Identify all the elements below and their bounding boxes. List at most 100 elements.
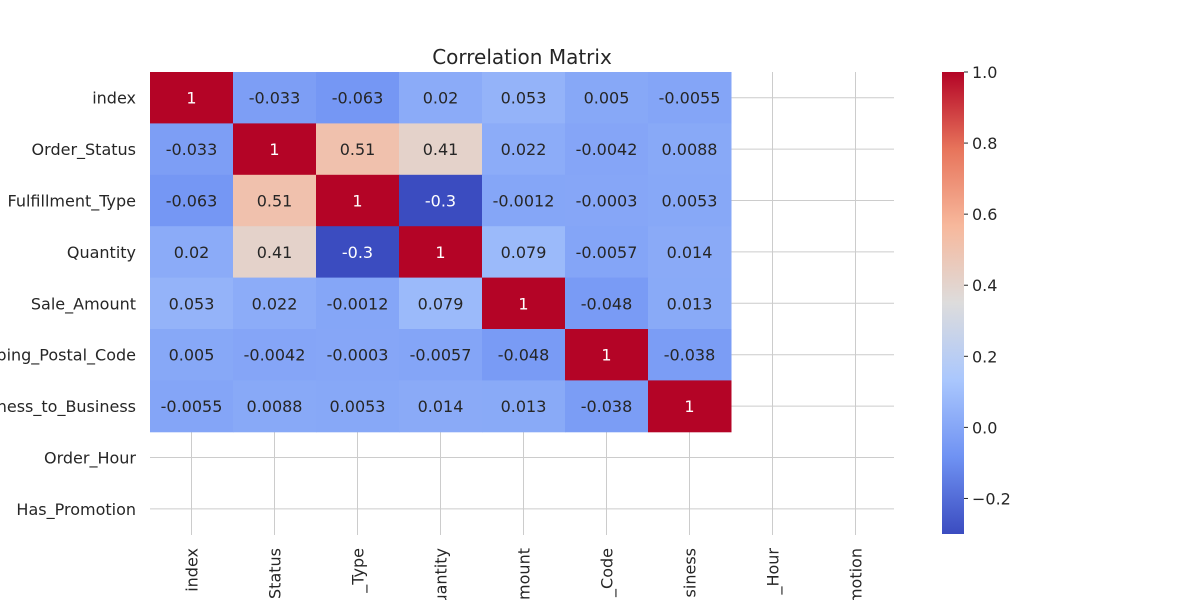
column-label: _Hour: [764, 548, 784, 596]
heatmap-cells: [150, 72, 732, 433]
heatmap-cell: [565, 72, 649, 124]
cell-annotation: -0.3: [425, 192, 456, 211]
row-label: Has_Promotion: [16, 500, 136, 520]
heatmap-cell: [399, 329, 483, 381]
cell-annotation: 0.41: [257, 243, 293, 262]
cell-annotation: 0.014: [667, 243, 713, 262]
heatmap-cell: [233, 72, 317, 124]
row-label: ping_Postal_Code: [0, 346, 136, 366]
cell-annotation: -0.0057: [410, 346, 472, 365]
column-label: uantity: [432, 548, 451, 600]
cell-annotation: -0.0042: [576, 140, 638, 159]
cell-annotation: -0.3: [342, 243, 373, 262]
cell-annotation: 0.02: [174, 243, 210, 262]
heatmap-cell: [150, 174, 234, 227]
cell-annotation: -0.063: [166, 192, 218, 211]
heatmap-cell: [316, 380, 400, 433]
colorbar-gradient: [942, 72, 964, 534]
cell-annotation: 0.053: [501, 89, 547, 108]
cell-annotation: 0.0053: [662, 192, 718, 211]
chart-title: Correlation Matrix: [432, 45, 612, 69]
colorbar-tick-label: 0.2: [972, 347, 997, 366]
heatmap-cell: [648, 329, 732, 381]
row-label: ness_to_Business: [0, 397, 136, 417]
cell-annotation: -0.0012: [327, 294, 389, 313]
column-label: motion: [847, 548, 866, 600]
row-label: index: [92, 89, 136, 108]
cell-annotation: 0.079: [418, 294, 464, 313]
cell-annotation: -0.033: [249, 89, 301, 108]
column-label: siness: [681, 548, 700, 597]
cell-annotation: 0.022: [501, 140, 547, 159]
cell-annotation: 0.005: [169, 346, 215, 365]
heatmap-cell: [399, 123, 483, 176]
heatmap-cell: [150, 226, 234, 279]
cell-annotation: 1: [684, 397, 694, 416]
row-label: Sale_Amount: [31, 294, 136, 314]
cell-annotation: 0.41: [423, 140, 459, 159]
heatmap-cell: [565, 277, 649, 330]
colorbar-tick-label: −0.2: [972, 489, 1011, 508]
column-label: _Type: [349, 548, 369, 594]
heatmap-cell: [150, 123, 234, 176]
row-label: Order_Hour: [44, 449, 136, 469]
cell-annotation: -0.0012: [493, 192, 555, 211]
heatmap-cell: [316, 174, 400, 227]
heatmap-cell: [565, 329, 649, 381]
heatmap-cell: [565, 380, 649, 433]
cell-annotation: 0.51: [257, 192, 293, 211]
cell-annotation: -0.038: [664, 346, 716, 365]
cell-annotation: 0.013: [667, 294, 713, 313]
cell-annotation: -0.0057: [576, 243, 638, 262]
column-label: Status: [266, 548, 285, 599]
heatmap-cell: [233, 226, 317, 279]
heatmap-cell: [648, 380, 732, 433]
heatmap-cell: [565, 174, 649, 227]
cell-annotation: 0.51: [340, 140, 376, 159]
colorbar-tick-label: 0.6: [972, 205, 997, 224]
heatmap-cell: [150, 277, 234, 330]
heatmap-cell: [233, 380, 317, 433]
cell-annotation: -0.0055: [161, 397, 223, 416]
cell-annotation: -0.0003: [327, 346, 389, 365]
heatmap-cell: [233, 174, 317, 227]
colorbar-tick-label: 0.8: [972, 134, 997, 153]
row-label: Order_Status: [32, 140, 136, 160]
row-labels: index Order_Status Fulfillment_Type Quantit…: [0, 89, 136, 520]
heatmap-cell: [648, 72, 732, 124]
heatmap-cell: [648, 123, 732, 176]
cell-annotations: 1 -0.033 -0.063 0.02 0.053 0.005 -0.0055 -0.033…: [161, 89, 721, 416]
column-label: mount: [515, 548, 534, 600]
heatmap-cell: [482, 329, 566, 381]
heatmap-cell: [399, 226, 483, 279]
heatmap-cell: [565, 226, 649, 279]
cell-annotation: -0.048: [498, 346, 550, 365]
cell-annotation: -0.0055: [659, 89, 721, 108]
heatmap-cell: [482, 226, 566, 279]
cell-annotation: 0.014: [418, 397, 464, 416]
colorbar-tick-label: 0.0: [972, 418, 997, 437]
cell-annotation: 1: [601, 346, 611, 365]
heatmap-cell: [399, 277, 483, 330]
heatmap-cell: [482, 380, 566, 433]
heatmap-cell: [150, 380, 234, 433]
row-label: Fulfillment_Type: [8, 192, 136, 212]
heatmap-cell: [482, 277, 566, 330]
heatmap-cell: [233, 277, 317, 330]
heatmap-cell: [565, 123, 649, 176]
heatmap-cell: [482, 123, 566, 176]
cell-annotation: -0.063: [332, 89, 384, 108]
heatmap-cell: [233, 123, 317, 176]
cell-annotation: -0.0003: [576, 192, 638, 211]
cell-annotation: 0.079: [501, 243, 547, 262]
heatmap-cell: [316, 226, 400, 279]
heatmap-cell: [399, 174, 483, 227]
heatmap-cell: [648, 226, 732, 279]
colorbar-tick-label: 0.4: [972, 276, 997, 295]
heatmap-cell: [150, 329, 234, 381]
cell-annotation: 0.005: [584, 89, 630, 108]
heatmap-cell: [399, 72, 483, 124]
heatmap-cell: [482, 72, 566, 124]
heatmap-cell: [233, 329, 317, 381]
